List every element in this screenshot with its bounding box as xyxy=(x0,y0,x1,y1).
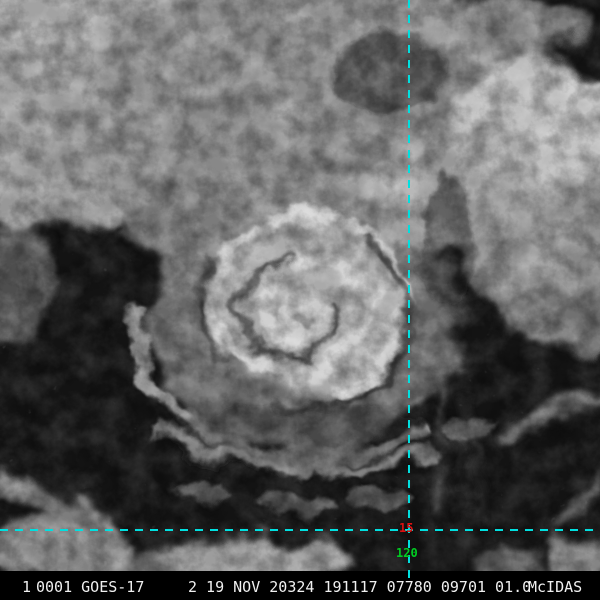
satellite-image-area[interactable] xyxy=(0,0,600,571)
satellite-cloud-image xyxy=(0,0,600,571)
status-bar: 1 0001 GOES-17 2 19 NOV 20324 191117 077… xyxy=(0,571,600,600)
dataset-label: 0001 GOES-17 xyxy=(36,578,145,596)
cursor-horizontal-line xyxy=(0,529,600,531)
frame-number: 1 xyxy=(22,578,32,596)
image-info: 2 19 NOV 20324 191117 07780 09701 01.0 xyxy=(188,578,532,596)
cursor-latitude-label: 15 xyxy=(399,521,414,535)
cursor-longitude-label: 120 xyxy=(396,546,418,560)
mcidas-brand-label: McIDAS xyxy=(528,578,583,596)
cursor-vertical-line xyxy=(408,0,410,582)
